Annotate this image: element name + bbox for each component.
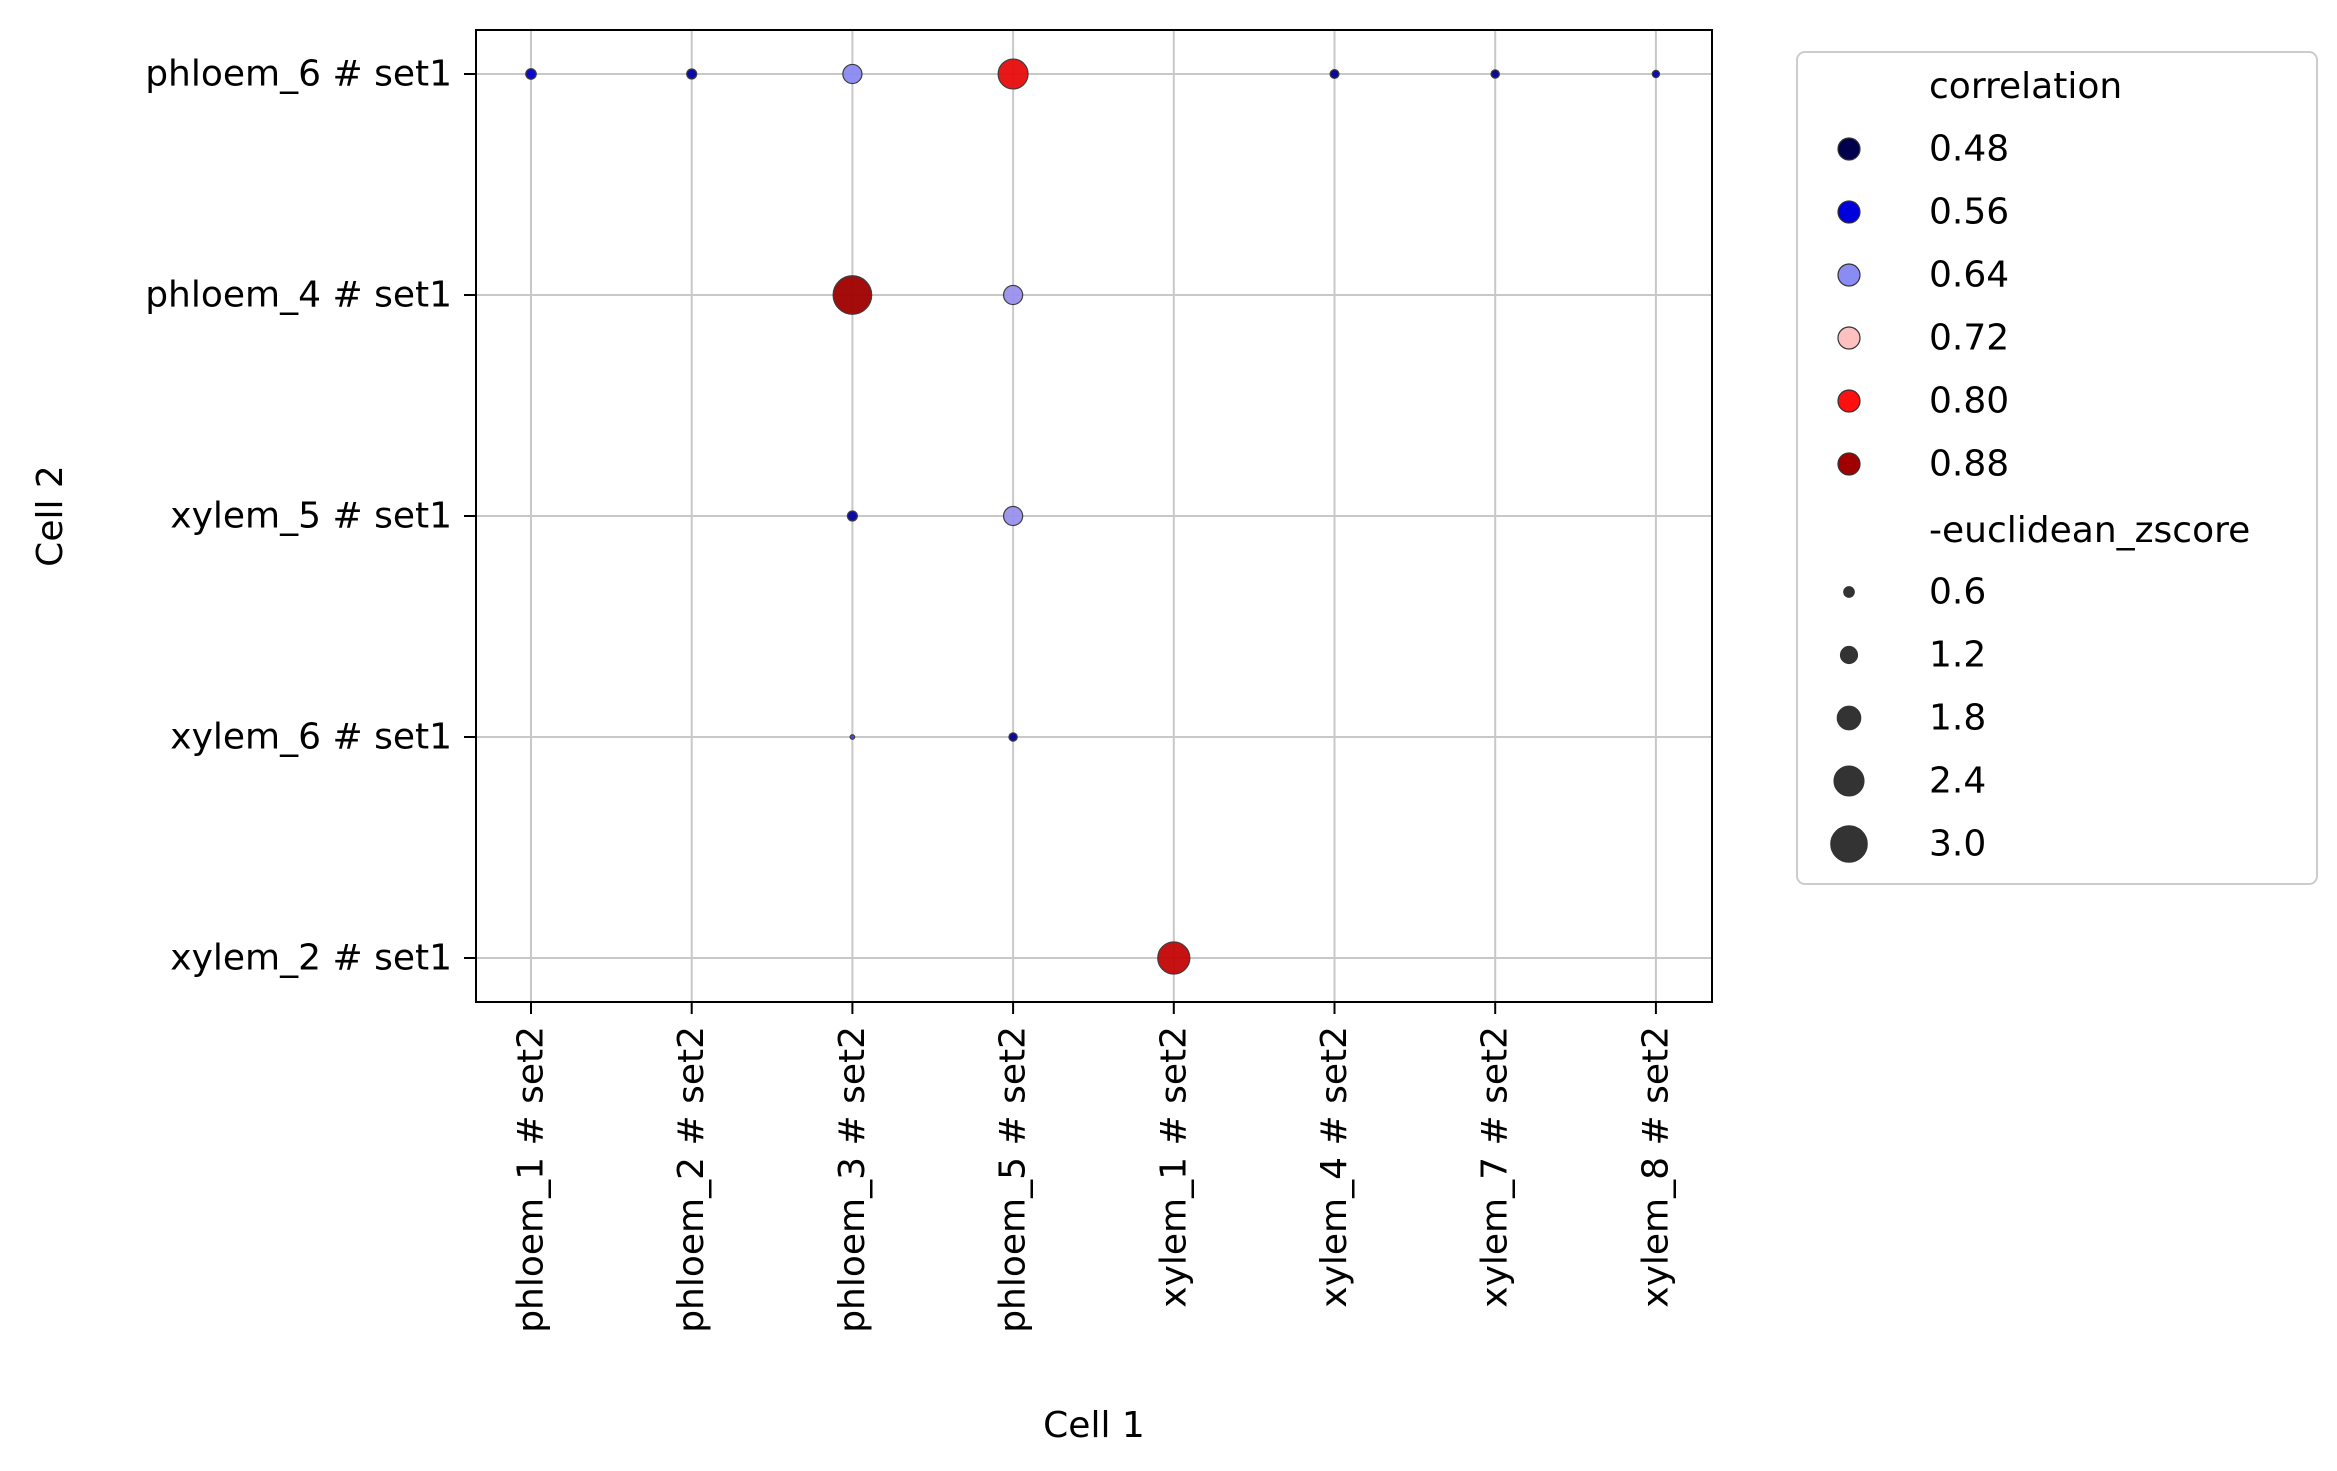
data-point [686,68,698,80]
legend-frame [1796,51,2318,885]
data-point [1490,69,1500,79]
legend-size-label: 1.2 [1929,635,1986,676]
legend-hue-marker [1837,326,1861,350]
x-tick-label: xylem_7 # set2 [1475,1026,1516,1308]
legend-size-label: 1.8 [1929,698,1986,739]
legend-hue-label: 0.48 [1929,129,2009,170]
x-tick-label: phloem_5 # set2 [993,1026,1034,1333]
data-point [1002,505,1024,527]
x-tick-label: xylem_4 # set2 [1314,1026,1355,1308]
x-tick-label: xylem_1 # set2 [1153,1026,1194,1308]
x-tick-label: phloem_1 # set2 [511,1026,552,1333]
data-point [846,510,858,522]
legend-hue-label: 0.88 [1929,444,2009,485]
legend-size-marker [1839,645,1859,665]
legend-size-label: 3.0 [1929,824,1986,865]
legend-size-marker [1833,765,1865,797]
x-tick-label: xylem_8 # set2 [1635,1026,1676,1308]
legend-size-marker [1836,705,1862,731]
y-tick-label: phloem_4 # set1 [145,275,452,316]
legend-hue-marker [1837,452,1861,476]
data-point [1002,284,1024,306]
legend-hue-title: correlation [1929,66,2122,107]
legend-size-label: 0.6 [1929,572,1986,613]
y-tick-label: phloem_6 # set1 [145,54,452,95]
legend-hue-marker [1837,200,1861,224]
data-point [1008,732,1018,742]
y-axis-label: Cell 2 [30,465,71,567]
x-tick-label: phloem_3 # set2 [832,1026,873,1333]
x-tick-label: phloem_2 # set2 [671,1026,712,1333]
y-tick-label: xylem_5 # set1 [170,496,452,537]
data-point [849,734,856,740]
points-layer [525,58,1661,975]
legend-hue-label: 0.64 [1929,255,2009,296]
legend-hue-marker [1837,389,1861,413]
legend-size-marker [1830,825,1868,863]
data-point [997,58,1029,90]
data-point [832,275,873,315]
legend-hue-label: 0.72 [1929,318,2009,359]
legend-hue-label: 0.56 [1929,192,2009,233]
data-point [1651,69,1661,79]
y-tick-label: xylem_2 # set1 [170,938,452,979]
legend-size-marker [1843,586,1855,598]
legend-items: 0.48 0.56 0.64 0.72 0.80 0.88 0.6 1.2 1.8 2.4 3.0 [1830,129,2009,865]
data-point [1157,941,1191,975]
ticks-layer: phloem_1 # set2 phloem_2 # set2 phloem_3 #… [145,54,1676,1333]
legend-size-title: -euclidean_zscore [1929,510,2250,551]
y-tick-label: xylem_6 # set1 [170,717,452,758]
x-axis-label: Cell 1 [1043,1405,1145,1446]
legend-hue-label: 0.80 [1929,381,2009,422]
data-point [842,63,863,85]
grid-layer [476,30,1712,1002]
legend-size-label: 2.4 [1929,761,1986,802]
legend-hue-marker [1837,137,1861,161]
legend-hue-marker [1837,263,1861,287]
data-point [525,68,537,80]
data-point [1329,68,1340,80]
legend: correlation -euclidean_zscore 0.480.560.… [1796,51,2318,885]
